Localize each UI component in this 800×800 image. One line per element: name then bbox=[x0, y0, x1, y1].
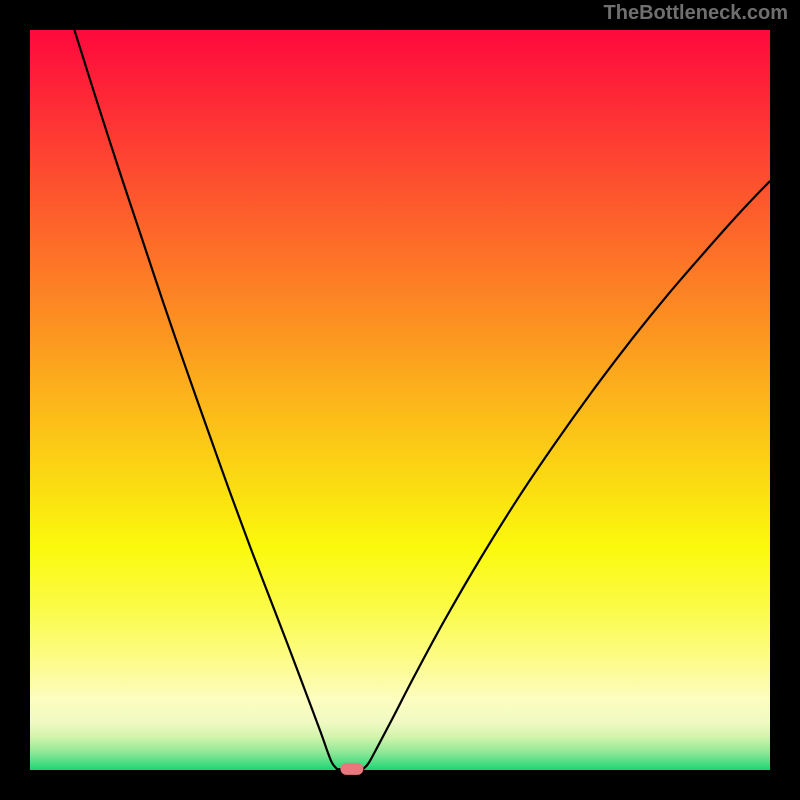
optimum-marker bbox=[340, 763, 363, 775]
chart-canvas: TheBottleneck.com bbox=[0, 0, 800, 800]
watermark-text: TheBottleneck.com bbox=[604, 2, 788, 25]
bottleneck-plot bbox=[0, 0, 800, 800]
gradient-background bbox=[30, 30, 770, 770]
